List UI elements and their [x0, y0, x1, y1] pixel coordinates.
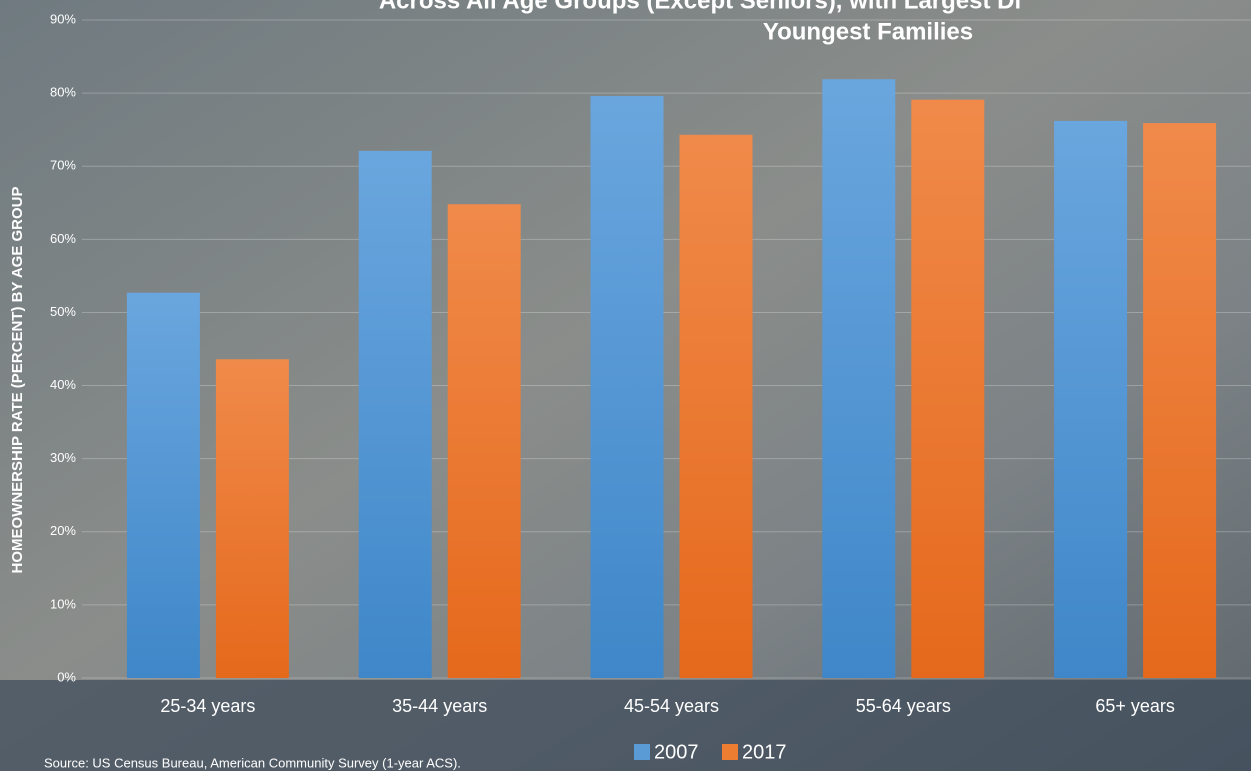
- x-tick-label: 25-34 years: [160, 696, 255, 716]
- bar: [359, 151, 432, 678]
- bar: [822, 79, 895, 678]
- chart: Across All Age Groups (Except Seniors), …: [0, 0, 1251, 771]
- y-tick-label: 40%: [50, 377, 76, 392]
- y-axis-label: HOMEOWNERSHIP RATE (PERCENT) BY AGE GROU…: [9, 187, 26, 574]
- legend-label: 2017: [742, 741, 787, 763]
- y-tick-label: 50%: [50, 304, 76, 319]
- y-tick-label: 70%: [50, 158, 76, 173]
- bar: [448, 204, 521, 678]
- page: Across All Age Groups (Except Seniors), …: [0, 0, 1251, 771]
- legend-label: 2007: [654, 741, 699, 763]
- legend-swatch: [722, 744, 738, 760]
- x-tick-label: 45-54 years: [624, 696, 719, 716]
- bar: [1054, 121, 1127, 678]
- y-tick-label: 90%: [50, 11, 76, 26]
- x-tick-label: 55-64 years: [856, 696, 951, 716]
- x-tick-label: 35-44 years: [392, 696, 487, 716]
- legend-swatch: [634, 744, 650, 760]
- y-tick-label: 60%: [50, 231, 76, 246]
- source: Source: US Census Bureau, American Commu…: [44, 755, 461, 770]
- chart-title: Youngest Families: [763, 18, 973, 45]
- y-tick-label: 0%: [57, 669, 76, 684]
- y-tick-label: 80%: [50, 85, 76, 100]
- bar: [127, 293, 200, 678]
- x-tick-label: 65+ years: [1095, 696, 1175, 716]
- y-tick-label: 10%: [50, 596, 76, 611]
- y-tick-label: 30%: [50, 450, 76, 465]
- chart-title: Across All Age Groups (Except Seniors), …: [379, 0, 1021, 14]
- bar: [680, 135, 753, 678]
- bar: [911, 100, 984, 678]
- bar: [216, 359, 289, 678]
- bar: [591, 96, 664, 678]
- y-tick-label: 20%: [50, 523, 76, 538]
- bar: [1143, 123, 1216, 678]
